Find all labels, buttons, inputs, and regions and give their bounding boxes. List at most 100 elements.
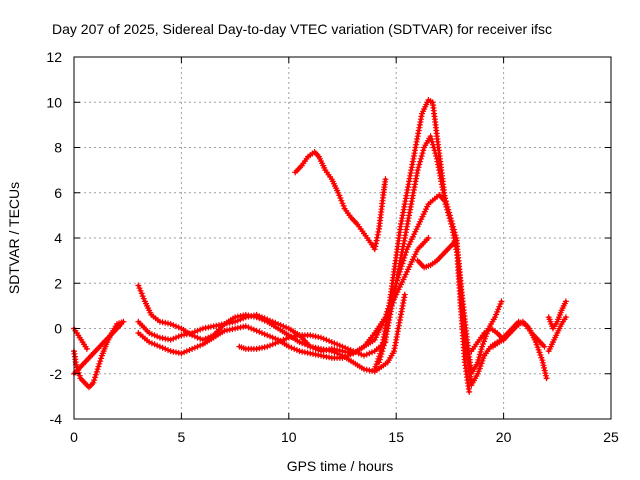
data-point [256, 313, 263, 320]
data-point [280, 336, 287, 343]
data-point [183, 348, 190, 355]
data-point [452, 232, 459, 239]
data-point [194, 343, 201, 350]
data-point [267, 333, 273, 340]
series-arc-11 [414, 237, 473, 395]
data-point [97, 358, 104, 365]
data-point [175, 333, 182, 340]
data-point [363, 351, 370, 358]
data-point [162, 345, 169, 352]
data-point [543, 375, 550, 382]
y-tick-label: 0 [54, 321, 62, 337]
data-point [173, 334, 179, 341]
data-point [83, 345, 90, 352]
data-point [237, 316, 244, 323]
data-point [497, 301, 504, 307]
y-tick-label: 12 [46, 49, 62, 65]
data-point [261, 315, 268, 322]
data-point [253, 327, 260, 334]
data-point [288, 344, 295, 351]
data-point [234, 317, 241, 324]
y-tick-label: -2 [50, 366, 63, 382]
series-arc-3 [71, 325, 90, 352]
data-point [425, 235, 432, 241]
data-point [170, 322, 177, 329]
data-point [170, 335, 177, 342]
data-point [178, 350, 185, 357]
data-point [92, 374, 99, 381]
data-point [378, 351, 385, 357]
data-point [444, 203, 451, 210]
data-point [430, 141, 436, 148]
data-point [95, 363, 102, 370]
data-point [448, 218, 455, 224]
data-point [380, 345, 386, 352]
x-tick-label: 20 [496, 429, 512, 445]
data-point [98, 355, 105, 362]
data-point [342, 353, 349, 360]
data-point [307, 343, 314, 350]
data-point [267, 317, 273, 324]
x-axis-title: GPS time / hours [287, 458, 394, 474]
data-point [269, 334, 276, 341]
data-point [339, 354, 346, 361]
data-point [280, 323, 287, 330]
x-tick-label: 10 [281, 429, 297, 445]
data-point [427, 133, 434, 140]
data-point [232, 318, 239, 325]
data-point [323, 336, 330, 343]
series-arc-7 [236, 332, 389, 359]
data-point [562, 298, 569, 305]
grid [74, 57, 611, 419]
data-point [312, 345, 319, 352]
data-point [337, 195, 344, 201]
data-point [138, 290, 145, 297]
data-point [250, 326, 257, 333]
data-point [352, 349, 359, 356]
data-point [495, 306, 502, 313]
series-arc-10 [376, 133, 505, 377]
data-point [277, 322, 284, 329]
data-point [156, 343, 163, 350]
x-tick-label: 0 [70, 429, 78, 445]
data-point [562, 314, 569, 321]
data-point [380, 342, 387, 349]
data-point [154, 342, 161, 349]
data-point [118, 320, 125, 327]
data-point [197, 342, 204, 349]
data-point [189, 330, 196, 336]
data-point [418, 153, 425, 159]
data-point [269, 341, 276, 348]
data-point [267, 342, 273, 349]
data-point [498, 298, 505, 305]
data-point [417, 155, 424, 162]
data-point [93, 368, 100, 375]
data-point [191, 344, 198, 351]
data-point [344, 345, 351, 352]
series-arc-9 [371, 97, 507, 389]
data-point [173, 323, 179, 330]
series-arc-15 [545, 314, 569, 355]
data-point [382, 176, 389, 183]
y-tick-label: 2 [54, 275, 62, 291]
data-point [94, 366, 101, 373]
data-point [135, 282, 142, 289]
data-point [440, 189, 447, 196]
data-point [194, 327, 201, 334]
data-point [476, 354, 483, 361]
data-point [331, 340, 338, 347]
data-point [443, 201, 450, 208]
data-point [446, 212, 453, 219]
data-point [146, 339, 153, 346]
data-point [154, 333, 161, 340]
y-tick-label: 4 [54, 230, 62, 246]
data-point [350, 348, 357, 355]
data-point [450, 226, 457, 233]
data-point [379, 348, 386, 355]
data-point [92, 371, 99, 378]
data-point [429, 138, 436, 145]
data-point [189, 345, 196, 352]
data-point [90, 379, 97, 386]
data-point [541, 343, 548, 350]
